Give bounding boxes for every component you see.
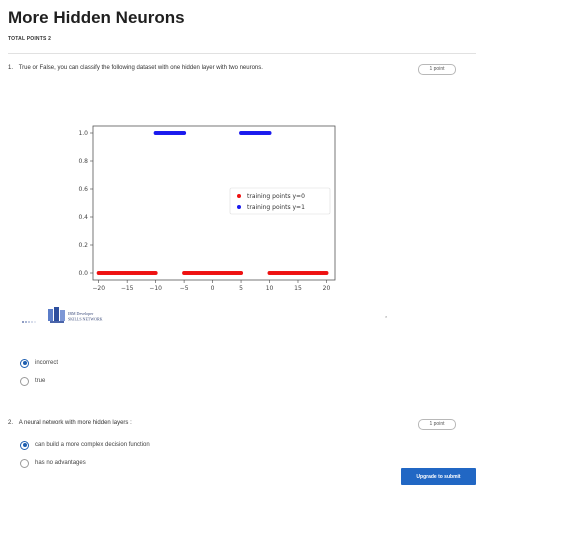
question-2-option-1[interactable]: can build a more complex decision functi… bbox=[20, 440, 150, 450]
option-label: true bbox=[35, 378, 46, 384]
ibm-flower-icon bbox=[48, 307, 65, 323]
question-1: 1. True or False, you can classify the f… bbox=[8, 65, 263, 71]
option-label: has no advantages bbox=[35, 460, 86, 466]
question-2-points-badge: 1 point bbox=[418, 419, 456, 430]
x-tick-label: 10 bbox=[266, 285, 274, 292]
y-tick-label: 0.8 bbox=[78, 158, 88, 165]
question-2-text: A neural network with more hidden layers… bbox=[18, 420, 132, 426]
x-tick-label: 5 bbox=[239, 285, 243, 292]
question-2-number: 2. bbox=[8, 420, 14, 426]
question-2: 2. A neural network with more hidden lay… bbox=[8, 420, 132, 426]
x-tick-label: 0 bbox=[211, 285, 215, 292]
header-divider bbox=[8, 53, 476, 54]
total-points: TOTAL POINTS 2 bbox=[8, 36, 52, 42]
data-point-y0 bbox=[324, 271, 329, 275]
page-title: More Hidden Neurons bbox=[8, 8, 185, 27]
x-tick-label: −20 bbox=[92, 285, 105, 292]
radio-button[interactable] bbox=[20, 458, 29, 468]
radio-button[interactable] bbox=[20, 440, 29, 450]
option-label: incorrect bbox=[35, 360, 59, 366]
legend-box bbox=[229, 187, 331, 215]
legend-marker bbox=[237, 205, 241, 209]
upgrade-to-submit-button[interactable]: Upgrade to submit bbox=[401, 468, 476, 485]
option-label: can build a more complex decision functi… bbox=[35, 442, 150, 448]
data-point-y1 bbox=[267, 131, 272, 135]
x-tick-label: −5 bbox=[180, 285, 189, 292]
question-1-option-1[interactable]: incorrect bbox=[20, 358, 58, 368]
radio-button[interactable] bbox=[20, 376, 29, 386]
y-tick-label: 1.0 bbox=[78, 130, 88, 137]
legend-label: training points y=1 bbox=[247, 204, 305, 211]
x-tick-label: −15 bbox=[121, 285, 134, 292]
y-tick-label: 0.4 bbox=[78, 214, 88, 221]
y-tick-label: 0.2 bbox=[78, 242, 88, 249]
scatter-chart: −20 −15 −10 −5 0 5 10 15 20 0.0 0.2 0.4 0.6 0.8 1.0 tra… bbox=[78, 125, 336, 292]
question-1-points-badge: 1 point bbox=[418, 64, 456, 75]
question-1-text: True or False, you can classify the foll… bbox=[18, 65, 263, 71]
radio-button[interactable] bbox=[20, 358, 29, 368]
question-2-option-2[interactable]: has no advantages bbox=[20, 458, 86, 468]
small-mark-icon: × bbox=[385, 314, 388, 319]
x-tick-label: 20 bbox=[323, 285, 331, 292]
logo-line2: SKILLS NETWORK bbox=[68, 317, 103, 322]
legend-marker bbox=[237, 194, 241, 198]
question-1-number: 1. bbox=[8, 65, 14, 71]
logo-dots-icon bbox=[22, 321, 36, 323]
logo-line1: IBM Developer bbox=[68, 311, 94, 316]
y-tick-label: 0.6 bbox=[78, 186, 88, 193]
data-point-y0 bbox=[239, 271, 244, 275]
legend-label: training points y=0 bbox=[247, 193, 305, 200]
question-1-option-2[interactable]: true bbox=[20, 376, 45, 386]
data-point-y1 bbox=[182, 131, 187, 135]
x-tick-label: −10 bbox=[149, 285, 162, 292]
ibm-skills-network-logo: IBM Developer SKILLS NETWORK bbox=[22, 307, 103, 323]
x-tick-label: 15 bbox=[294, 285, 302, 292]
y-tick-label: 0.0 bbox=[78, 270, 88, 277]
data-point-y0 bbox=[153, 271, 158, 275]
